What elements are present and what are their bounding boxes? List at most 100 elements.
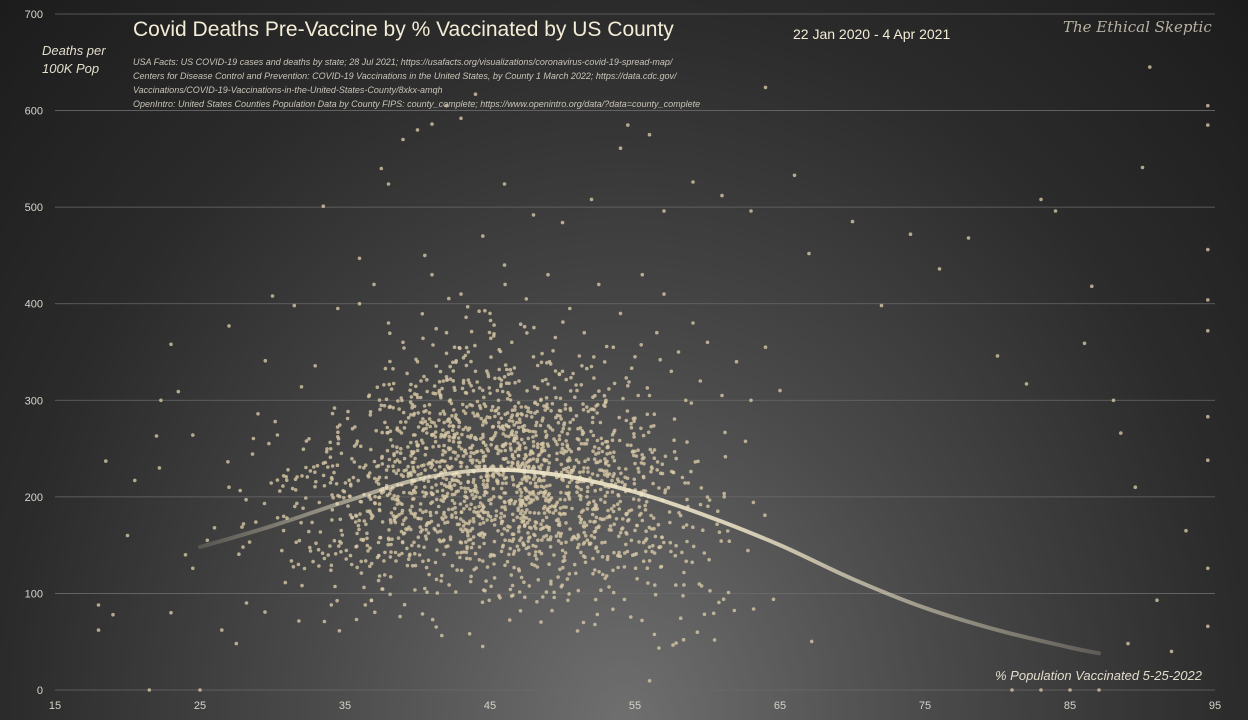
data-point bbox=[451, 360, 455, 365]
data-point bbox=[477, 460, 482, 465]
data-point bbox=[672, 417, 677, 421]
data-point bbox=[500, 532, 504, 537]
data-point bbox=[583, 560, 588, 565]
data-point bbox=[668, 540, 673, 545]
data-point bbox=[449, 401, 454, 406]
data-point bbox=[534, 433, 538, 438]
y-tick-label: 400 bbox=[25, 299, 43, 311]
data-point bbox=[594, 503, 599, 508]
data-point bbox=[392, 494, 397, 498]
data-point bbox=[600, 468, 604, 473]
data-point bbox=[314, 541, 318, 545]
data-point bbox=[308, 549, 313, 553]
data-point bbox=[339, 550, 343, 554]
data-point bbox=[295, 501, 299, 506]
data-point bbox=[534, 557, 539, 561]
data-point bbox=[395, 458, 400, 462]
data-point bbox=[406, 464, 410, 469]
data-point bbox=[434, 424, 438, 428]
data-point bbox=[552, 504, 557, 509]
data-point bbox=[343, 481, 348, 485]
data-point bbox=[502, 263, 507, 267]
data-point bbox=[425, 422, 430, 427]
data-point bbox=[421, 417, 425, 421]
data-point bbox=[995, 354, 1000, 358]
data-point bbox=[133, 478, 137, 483]
data-point bbox=[426, 558, 431, 563]
data-point bbox=[310, 520, 314, 525]
data-point bbox=[539, 522, 543, 526]
data-point bbox=[492, 539, 497, 544]
data-point bbox=[502, 476, 507, 481]
data-point bbox=[541, 416, 545, 421]
data-point bbox=[409, 395, 414, 399]
data-point bbox=[434, 577, 439, 582]
data-point bbox=[1010, 688, 1014, 692]
data-point bbox=[169, 610, 173, 615]
data-point bbox=[328, 544, 332, 548]
data-point bbox=[471, 516, 476, 521]
data-point bbox=[720, 193, 724, 198]
data-point bbox=[648, 447, 653, 452]
data-point bbox=[489, 501, 493, 506]
data-point bbox=[357, 527, 361, 532]
data-point bbox=[458, 502, 463, 506]
data-point bbox=[1039, 688, 1043, 692]
data-point bbox=[496, 411, 501, 416]
data-point bbox=[518, 481, 522, 486]
data-point bbox=[581, 524, 586, 528]
data-point bbox=[526, 545, 531, 550]
data-point bbox=[726, 529, 730, 533]
data-point bbox=[424, 492, 429, 496]
data-point bbox=[1148, 65, 1152, 69]
data-point bbox=[537, 476, 541, 481]
data-point bbox=[434, 510, 439, 515]
data-point bbox=[466, 479, 471, 484]
data-point bbox=[410, 504, 414, 509]
data-point bbox=[478, 406, 483, 411]
data-point bbox=[516, 441, 520, 445]
data-point bbox=[534, 526, 538, 531]
data-point bbox=[411, 512, 416, 517]
data-point bbox=[359, 571, 364, 575]
data-point bbox=[384, 475, 389, 480]
data-point bbox=[523, 452, 528, 457]
data-point bbox=[380, 491, 384, 495]
data-point bbox=[568, 527, 572, 531]
data-point bbox=[558, 506, 563, 510]
y-tick-label: 600 bbox=[25, 106, 43, 118]
data-point bbox=[477, 558, 482, 562]
data-point bbox=[464, 315, 468, 320]
data-point bbox=[652, 448, 657, 452]
data-point bbox=[586, 466, 590, 470]
data-point bbox=[367, 509, 372, 513]
data-point bbox=[399, 446, 403, 451]
data-point bbox=[292, 303, 297, 308]
data-point bbox=[545, 484, 549, 488]
data-point bbox=[516, 548, 521, 552]
data-point bbox=[677, 511, 681, 515]
data-point bbox=[651, 516, 656, 520]
data-point bbox=[300, 474, 304, 478]
data-point bbox=[635, 523, 639, 528]
data-point bbox=[483, 464, 487, 469]
data-point bbox=[445, 464, 450, 468]
data-point bbox=[586, 457, 590, 462]
data-point bbox=[574, 571, 578, 576]
data-point bbox=[499, 549, 504, 554]
data-point bbox=[618, 146, 623, 150]
data-point bbox=[470, 403, 475, 408]
data-point bbox=[500, 389, 505, 394]
data-point bbox=[262, 501, 267, 506]
data-point bbox=[414, 384, 418, 389]
data-point bbox=[461, 381, 466, 385]
data-point bbox=[465, 305, 470, 309]
data-point bbox=[365, 531, 369, 536]
y-tick-label: 500 bbox=[25, 202, 43, 214]
data-point bbox=[422, 374, 426, 379]
data-point bbox=[527, 517, 532, 522]
data-point bbox=[421, 336, 425, 341]
data-point bbox=[519, 575, 524, 580]
data-point bbox=[624, 467, 628, 471]
data-point bbox=[684, 523, 689, 527]
